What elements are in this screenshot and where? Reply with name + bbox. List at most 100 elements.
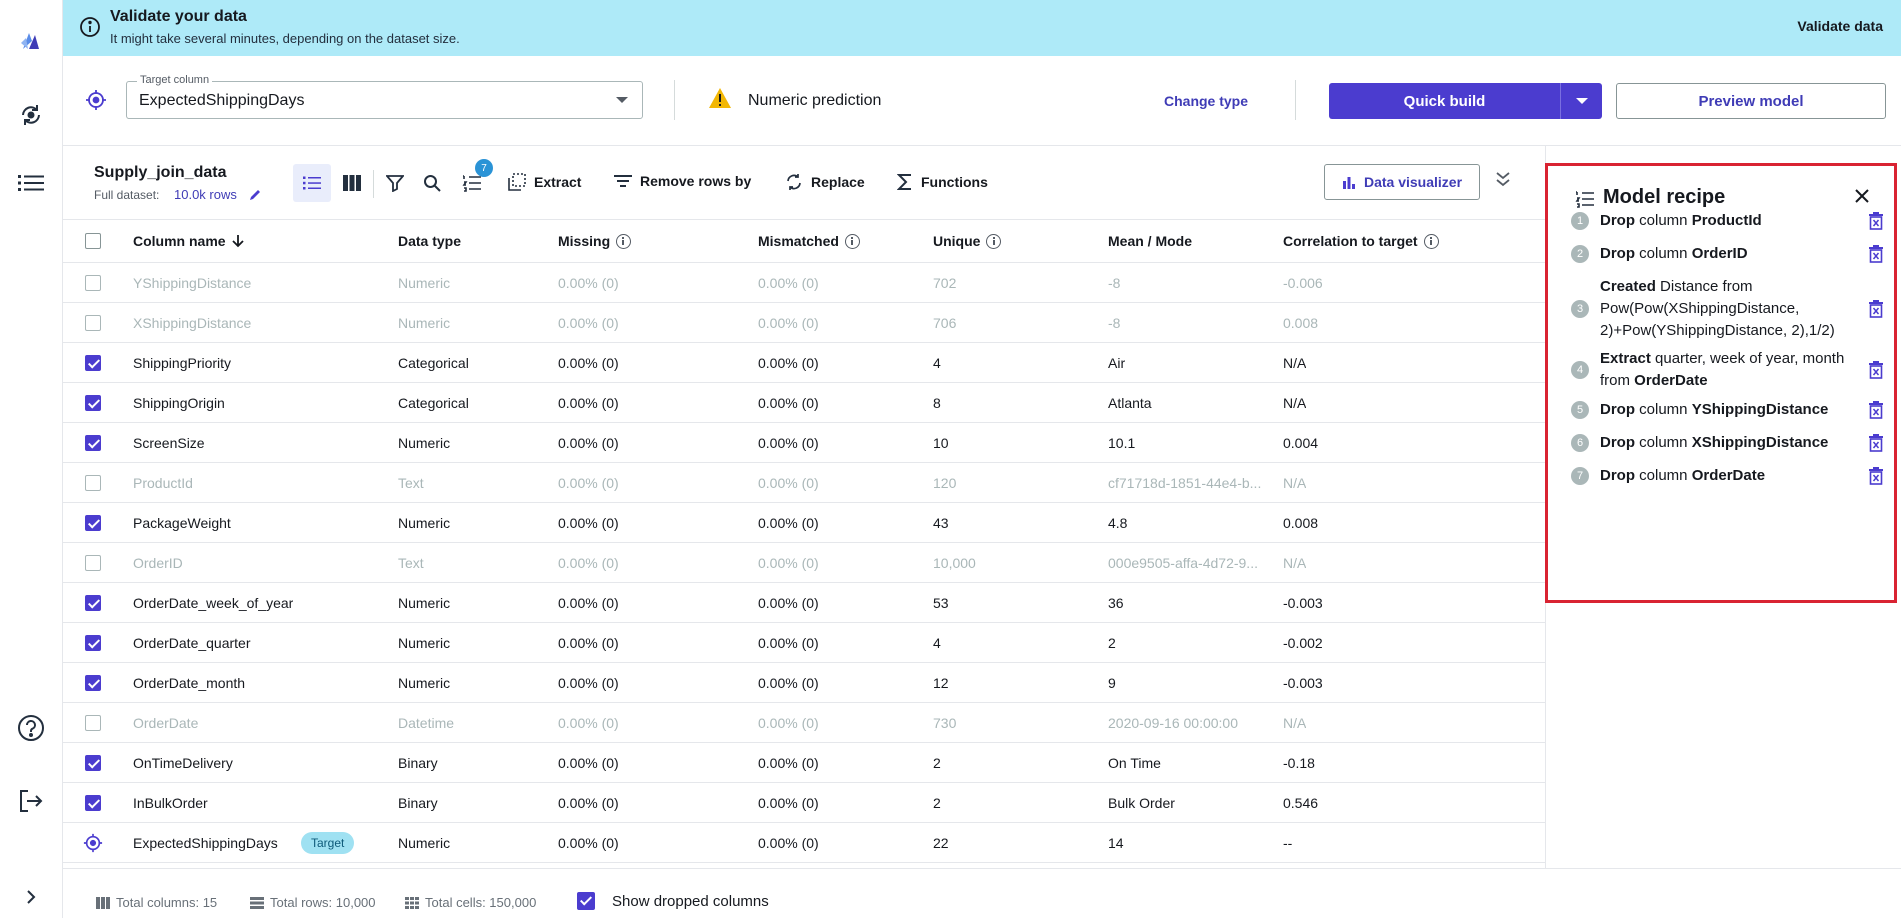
mean-mode-cell: -8 xyxy=(1108,315,1121,331)
collapse-chevrons-icon[interactable] xyxy=(1495,170,1511,191)
preview-model-button[interactable]: Preview model xyxy=(1616,83,1886,119)
table-row[interactable]: OnTimeDelivery Binary 0.00% (0) 0.00% (0) 2 O… xyxy=(63,743,1545,783)
delete-step-icon[interactable] xyxy=(1868,401,1884,422)
column-name-cell: ExpectedShippingDays xyxy=(133,835,278,851)
table-row[interactable]: OrderDate_week_of_year Numeric 0.00% (0) 0.… xyxy=(63,583,1545,623)
info-icon[interactable] xyxy=(844,233,860,249)
delete-step-icon[interactable] xyxy=(1868,245,1884,266)
select-all-checkbox[interactable] xyxy=(85,233,101,249)
unique-cell: 8 xyxy=(933,395,941,411)
header-mean-mode[interactable]: Mean / Mode xyxy=(1108,233,1193,249)
validate-banner: Validate your data It might take several… xyxy=(63,0,1901,56)
row-checkbox[interactable] xyxy=(85,675,101,691)
canvas-logo-icon[interactable] xyxy=(10,20,52,62)
table-row[interactable]: XShippingDistance Numeric 0.00% (0) 0.00% (… xyxy=(63,303,1545,343)
data-type-cell: Numeric xyxy=(398,635,451,651)
row-checkbox[interactable] xyxy=(85,595,101,611)
header-column-name[interactable]: Column name xyxy=(133,233,244,249)
remove-rows-button[interactable]: Remove rows by xyxy=(614,173,751,189)
table-row[interactable]: YShippingDistance Numeric 0.00% (0) 0.00% (… xyxy=(63,263,1545,303)
row-checkbox[interactable] xyxy=(85,715,101,731)
close-icon[interactable] xyxy=(1854,188,1870,207)
header-unique[interactable]: Unique xyxy=(933,233,1002,249)
step-keyword: OrderDate xyxy=(1691,467,1766,484)
validate-data-button[interactable]: Validate data xyxy=(1797,18,1883,34)
recipe-steps-icon[interactable] xyxy=(453,164,491,202)
table-row[interactable]: OrderDate Datetime 0.00% (0) 0.00% (0) 730 20… xyxy=(63,703,1545,743)
delete-step-icon[interactable] xyxy=(1868,434,1884,455)
info-icon[interactable] xyxy=(986,233,1002,249)
data-type-cell: Numeric xyxy=(398,275,451,291)
replace-button[interactable]: Replace xyxy=(785,173,865,191)
step-text: Drop column OrderDate xyxy=(1600,465,1868,487)
table-row[interactable]: ShippingOrigin Categorical 0.00% (0) 0.00% … xyxy=(63,383,1545,423)
table-header: Column name Data type Missing Mismatched… xyxy=(63,219,1545,263)
data-visualizer-button[interactable]: Data visualizer xyxy=(1324,164,1480,200)
grid-view-icon[interactable] xyxy=(333,164,371,202)
delete-step-icon[interactable] xyxy=(1868,361,1884,382)
step-number: 7 xyxy=(1571,467,1589,485)
change-type-button[interactable]: Change type xyxy=(1164,93,1249,109)
row-checkbox[interactable] xyxy=(85,475,101,491)
row-checkbox[interactable] xyxy=(85,275,101,291)
quick-build-dropdown[interactable] xyxy=(1561,83,1602,119)
table-row[interactable]: OrderDate_month Numeric 0.00% (0) 0.00% (0)… xyxy=(63,663,1545,703)
list-view-icon[interactable] xyxy=(293,164,331,202)
quick-build-button[interactable]: Quick build xyxy=(1329,83,1561,119)
extract-button[interactable]: Extract xyxy=(508,173,581,191)
step-number: 6 xyxy=(1571,434,1589,452)
dataset-rows-link[interactable]: 10.0k rows xyxy=(174,187,237,202)
row-checkbox[interactable] xyxy=(85,315,101,331)
filter-icon[interactable] xyxy=(376,164,414,202)
edit-pencil-icon[interactable] xyxy=(248,188,262,205)
show-dropped-checkbox[interactable] xyxy=(577,892,595,910)
row-checkbox[interactable] xyxy=(85,355,101,371)
missing-cell: 0.00% (0) xyxy=(558,675,619,691)
table-row[interactable]: ExpectedShippingDays Numeric 0.00% (0) 0.00… xyxy=(63,823,1545,863)
table-row[interactable]: PackageWeight Numeric 0.00% (0) 0.00% (0) 43… xyxy=(63,503,1545,543)
table-row[interactable]: ScreenSize Numeric 0.00% (0) 0.00% (0) 10 10.… xyxy=(63,423,1545,463)
functions-button[interactable]: Functions xyxy=(897,173,988,191)
delete-step-icon[interactable] xyxy=(1868,300,1884,321)
table-row[interactable]: ProductId Text 0.00% (0) 0.00% (0) 120 cf7171… xyxy=(63,463,1545,503)
row-checkbox[interactable] xyxy=(85,555,101,571)
mismatched-cell: 0.00% (0) xyxy=(758,515,819,531)
row-checkbox[interactable] xyxy=(85,795,101,811)
step-keyword: Extract xyxy=(1600,350,1651,367)
row-checkbox[interactable] xyxy=(85,635,101,651)
data-type-cell: Categorical xyxy=(398,355,469,371)
sign-out-icon[interactable] xyxy=(10,780,52,822)
total-cells: Total cells: 150,000 xyxy=(405,895,536,910)
row-checkbox[interactable] xyxy=(85,435,101,451)
table-row[interactable]: InBulkOrder Binary 0.00% (0) 0.00% (0) 2 Bulk… xyxy=(63,783,1545,823)
header-mismatched[interactable]: Mismatched xyxy=(758,233,860,249)
info-icon[interactable] xyxy=(1423,233,1439,249)
show-dropped-label[interactable]: Show dropped columns xyxy=(612,893,769,910)
info-icon[interactable] xyxy=(616,233,632,249)
correlation-cell: 0.546 xyxy=(1283,795,1319,811)
step-text: Drop column ProductId xyxy=(1600,210,1868,232)
header-missing[interactable]: Missing xyxy=(558,233,632,249)
search-icon[interactable] xyxy=(413,164,451,202)
row-checkbox[interactable] xyxy=(85,515,101,531)
delete-step-icon[interactable] xyxy=(1868,467,1884,488)
table-row[interactable]: ShippingPriority Categorical 0.00% (0) 0.00… xyxy=(63,343,1545,383)
model-refresh-icon[interactable] xyxy=(10,94,52,136)
row-checkbox[interactable] xyxy=(85,395,101,411)
prediction-type: Numeric prediction xyxy=(748,92,882,109)
data-type-cell: Binary xyxy=(398,755,438,771)
target-column-select[interactable]: Target column ExpectedShippingDays xyxy=(126,74,643,119)
table-row[interactable]: OrderDate_quarter Numeric 0.00% (0) 0.00% (… xyxy=(63,623,1545,663)
header-data-type[interactable]: Data type xyxy=(398,233,462,249)
delete-step-icon[interactable] xyxy=(1868,212,1884,233)
list-icon[interactable] xyxy=(10,162,52,204)
column-name-cell: OrderDate xyxy=(133,715,199,731)
expand-chevron-icon[interactable] xyxy=(10,876,52,918)
help-icon[interactable] xyxy=(10,707,52,749)
row-checkbox[interactable] xyxy=(85,755,101,771)
missing-cell: 0.00% (0) xyxy=(558,395,619,411)
target-column-label: Target column xyxy=(137,74,213,86)
header-correlation[interactable]: Correlation to target xyxy=(1283,233,1439,249)
table-row[interactable]: OrderID Text 0.00% (0) 0.00% (0) 10,000 000e9… xyxy=(63,543,1545,583)
missing-cell: 0.00% (0) xyxy=(558,715,619,731)
